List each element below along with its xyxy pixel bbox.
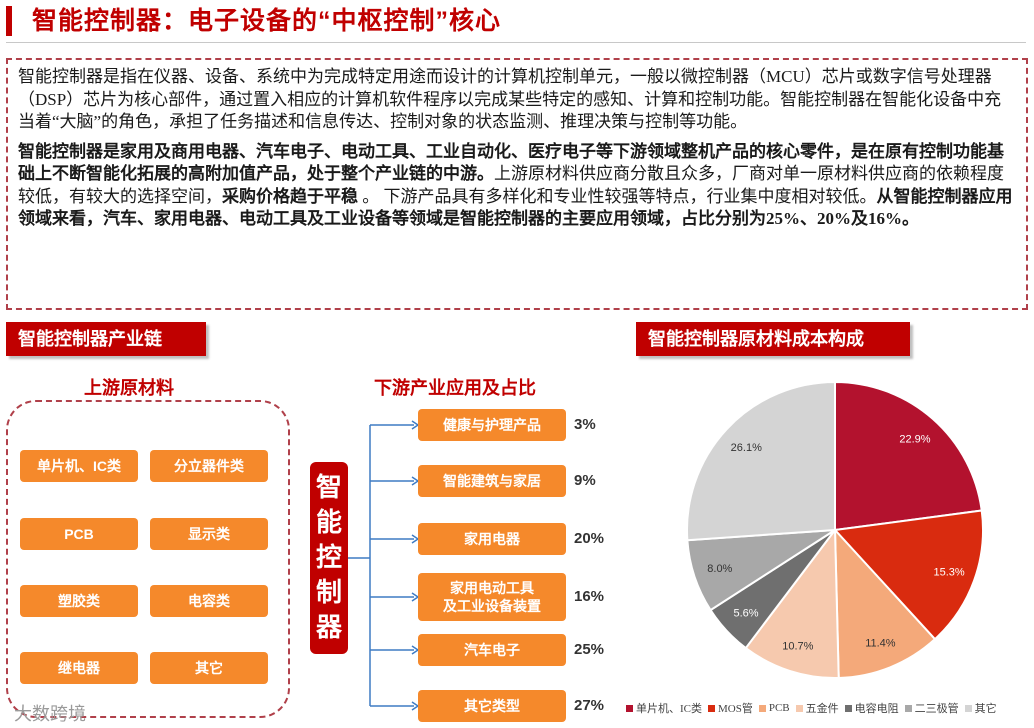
upstream-item: 单片机、IC类	[20, 450, 138, 482]
upstream-item: 继电器	[20, 652, 138, 684]
downstream-item: 智能建筑与家居	[418, 465, 566, 497]
downstream-item: 家用电器	[418, 523, 566, 555]
title-divider	[6, 42, 1026, 43]
legend-item: PCB	[758, 702, 790, 714]
core-label-char: 器	[315, 612, 342, 642]
legend-swatch	[795, 704, 803, 712]
intro-paragraph-2: 智能控制器是家用及商用电器、汽车电子、电动工具、工业自动化、医疗电子等下游领域整…	[18, 141, 1016, 231]
legend-label: 二三极管	[914, 703, 959, 715]
pie-data-label: 26.1%	[731, 442, 762, 454]
legend-label: PCB	[768, 702, 790, 714]
upstream-box	[6, 400, 290, 718]
upstream-item: 分立器件类	[150, 450, 268, 482]
legend-label: 单片机、IC类	[636, 703, 702, 715]
legend-item: 五金件	[795, 700, 839, 716]
legend-swatch	[844, 704, 852, 712]
downstream-item: 家用电动工具 及工业设备装置	[418, 573, 566, 621]
upstream-item: 塑胶类	[20, 585, 138, 617]
downstream-item: 其它类型	[418, 690, 566, 722]
legend-swatch	[758, 704, 766, 712]
intro-text-2: 。 下游产品具有多样化和专业性较强等特点，行业集中度相对较低。	[358, 186, 877, 206]
downstream-pct: 3%	[574, 416, 596, 433]
downstream-item: 汽车电子	[418, 634, 566, 666]
downstream-pct: 25%	[574, 641, 605, 658]
downstream-pct: 27%	[574, 697, 605, 714]
pie-data-label: 22.9%	[899, 434, 930, 446]
pie-data-label: 11.4%	[865, 638, 896, 650]
legend-label: MOS管	[718, 703, 753, 715]
legend-swatch	[964, 704, 972, 712]
upstream-item: 其它	[150, 652, 268, 684]
downstream-pct: 9%	[574, 472, 596, 489]
legend-item: 单片机、IC类	[626, 700, 702, 716]
intro-bold-1: 智能控制器是家用及商用电器、汽车电子、电动工具、工业自动化、医疗电子等下游领域整…	[18, 141, 1004, 184]
chain-section-label: 智能控制器产业链	[6, 322, 206, 356]
title-bar: 智能控制器：电子设备的“中枢控制”核心	[0, 4, 1034, 40]
core-label-char: 智	[315, 472, 342, 502]
legend-item: 其它	[964, 700, 997, 716]
pie-slice	[744, 527, 840, 679]
upstream-item: PCB	[20, 518, 138, 550]
core-label-char: 能	[315, 507, 342, 537]
legend-label: 其它	[974, 703, 997, 715]
core-label-char: 控	[315, 542, 342, 572]
upstream-title: 上游原材料	[84, 378, 174, 398]
chart-legend: 单片机、IC类 MOS管 PCB 五金件 电容电阻 二三极管 其它	[626, 700, 1032, 716]
pie-slice	[833, 527, 937, 679]
pie-data-label: 10.7%	[782, 641, 813, 653]
intro-text-1: 上游原材料供应商分散且众多，厂商对单一原材料供应商的依赖程度较低，有较大的选择空…	[18, 164, 1004, 206]
intro-bold-3: 从智能控制器应用领域来看，汽车、家用电器、电动工具及工业设备等领域是智能控制器的…	[18, 186, 1013, 229]
legend-swatch	[626, 704, 633, 712]
legend-swatch	[708, 704, 715, 712]
legend-label: 电容电阻	[854, 703, 899, 715]
legend-label: 五金件	[805, 703, 839, 715]
pie-chart: 22.9% 15.3% 11.4% 10.7% 5.6% 8.0% 26.1%	[680, 365, 990, 695]
pie-slice	[834, 380, 983, 532]
pie-slice	[832, 509, 984, 641]
page-title: 智能控制器：电子设备的“中枢控制”核心	[32, 7, 502, 35]
intro-paragraph-1: 智能控制器是指在仪器、设备、系统中为完成特定用途而设计的计算机控制单元，一般以微…	[18, 67, 1002, 131]
core-label-char: 制	[315, 577, 342, 607]
title-accent	[6, 6, 12, 36]
core-controller-box: 智能控制器	[310, 462, 348, 654]
pie-section-label: 智能控制器原材料成本构成	[636, 322, 910, 356]
downstream-title: 下游产业应用及占比	[374, 378, 536, 398]
downstream-item: 健康与护理产品	[418, 409, 566, 441]
connector-lines	[348, 420, 420, 711]
pie-slice	[686, 380, 836, 542]
intro-bold-2: 采购价格趋于平稳	[222, 186, 358, 206]
legend-item: 二三极管	[904, 700, 959, 716]
pie-data-label: 5.6%	[733, 608, 758, 620]
footer-logo: 大数跨境	[14, 704, 86, 724]
legend-swatch	[904, 704, 912, 712]
legend-item: MOS管	[708, 700, 753, 716]
pie-data-label: 8.0%	[707, 563, 732, 575]
upstream-item: 显示类	[150, 518, 268, 550]
downstream-pct: 20%	[574, 530, 605, 547]
downstream-pct: 16%	[574, 588, 605, 605]
legend-item: 电容电阻	[844, 700, 899, 716]
intro-box: 智能控制器是指在仪器、设备、系统中为完成特定用途而设计的计算机控制单元，一般以微…	[6, 58, 1028, 310]
upstream-item: 电容类	[150, 585, 268, 617]
pie-svg: 22.9% 15.3% 11.4% 10.7% 5.6% 8.0% 26.1%	[686, 380, 984, 679]
pie-data-label: 15.3%	[933, 566, 964, 578]
